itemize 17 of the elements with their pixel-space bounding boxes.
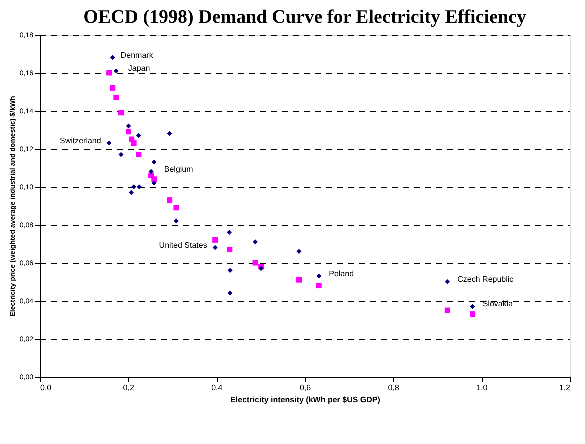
annotation: Switzerland [60, 136, 102, 146]
x-tick-label: 0,6 [300, 384, 312, 392]
annotation: Denmark [120, 50, 154, 60]
x-tick-label: 1,2 [559, 384, 572, 392]
x-tick-label: 0,4 [212, 384, 224, 392]
annotation: United States [159, 240, 208, 250]
x-tick-label: 0,0 [40, 384, 52, 392]
annotation: Belgium [164, 164, 194, 174]
annotation: Poland [329, 269, 354, 278]
annotation: Czech Republic [458, 275, 514, 284]
x-tick-label: 1,0 [476, 384, 488, 392]
x-axis-title: Electricity intensity (kWh per $US GDP) [230, 396, 381, 404]
x-tick-label: 0,2 [123, 384, 135, 392]
annotation: Japan [128, 64, 150, 74]
chart-title: OECD (1998) Demand Curve for Electricity Efficiency [84, 7, 527, 28]
x-tick-label: 0,8 [388, 384, 400, 392]
annotation: Slovakia [482, 300, 514, 309]
